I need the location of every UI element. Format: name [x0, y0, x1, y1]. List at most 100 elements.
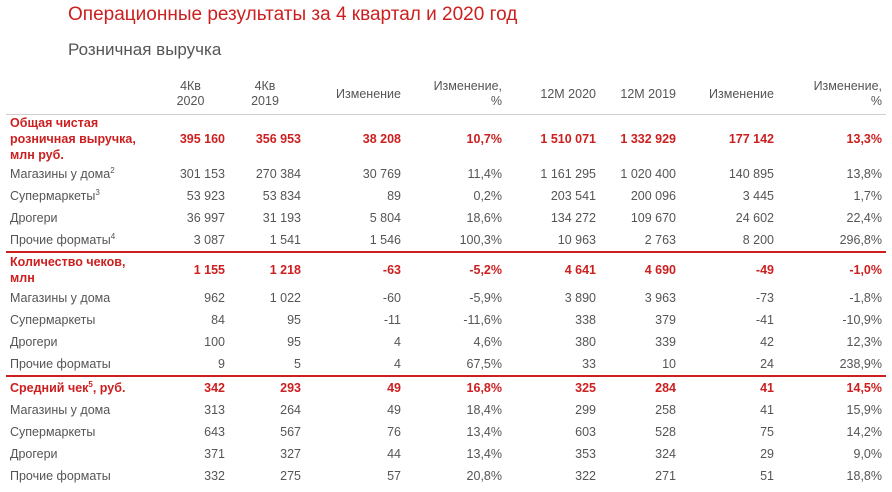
cell-value: 89	[387, 189, 401, 203]
cell-value: 3 890	[564, 291, 596, 305]
cell-value: 339	[655, 335, 676, 349]
cell-value: 12,3%	[846, 335, 882, 349]
cell-value: 342	[156, 375, 229, 399]
cell-value: 270 384	[255, 167, 301, 181]
cell-value: 75	[760, 425, 774, 439]
cell-value: 3 445	[742, 189, 774, 203]
cell-value: -5,2%	[405, 251, 506, 287]
cell-value: 395 160	[179, 132, 225, 146]
cell-value: 95	[287, 313, 301, 327]
cell-value: 4	[394, 335, 401, 349]
cell-value: 528	[655, 425, 676, 439]
cell-value: 14,2%	[846, 425, 882, 439]
cell-value: 296,8%	[839, 233, 882, 247]
col-header-change-pct-q: Изменение,%	[405, 74, 506, 115]
cell-value: -1,8%	[849, 291, 882, 305]
cell-value: -11	[383, 313, 401, 327]
cell-value: 10	[662, 357, 676, 371]
row-label: Магазины у дома	[10, 291, 111, 305]
cell-value: 15,9%	[846, 403, 882, 417]
row-label: Общая чистая розничная выручка, млн руб.	[10, 116, 136, 162]
table-row: Прочие форматы4 3 087 1 541 1 546 100,3%…	[6, 229, 886, 252]
header-row: 4Кв 2020 4Кв 2019 Изменение Изменение,% 12…	[6, 74, 886, 115]
col-header-q4-2020: 4Кв 2020	[156, 74, 229, 115]
cell-value: 53 834	[262, 189, 301, 203]
cell-value: 379	[655, 313, 676, 327]
cell-value: 10,7%	[466, 132, 502, 146]
col-header-q4-2019: 4Кв 2019	[229, 74, 305, 115]
header-empty	[6, 74, 156, 115]
cell-value: 271	[655, 469, 676, 483]
cell-value: 51	[760, 469, 774, 483]
cell-value: 1 510 071	[540, 132, 596, 146]
row-label: Супермаркеты3	[10, 187, 100, 203]
cell-value: 29	[760, 447, 774, 461]
cell-value: 10 963	[557, 233, 596, 247]
cell-value: 16,8%	[405, 375, 506, 399]
results-table: 4Кв 2020 4Кв 2019 Изменение Изменение,% 12…	[6, 74, 886, 487]
cell-value: 49	[305, 375, 405, 399]
cell-value: 109 670	[630, 211, 676, 225]
cell-value: 9,0%	[853, 447, 883, 461]
cell-value: 3 087	[193, 233, 225, 247]
cell-value: 100,3%	[459, 233, 502, 247]
cell-value: 8 200	[742, 233, 774, 247]
page-subtitle: Розничная выручка	[68, 40, 222, 59]
cell-value: 4,6%	[473, 335, 503, 349]
cell-value: 4 641	[506, 251, 600, 287]
cell-value: 31 193	[262, 211, 301, 225]
cell-value: 30 769	[362, 167, 401, 181]
cell-value: -11,6%	[463, 313, 502, 327]
cell-value: 325	[506, 375, 600, 399]
cell-value: 332	[204, 469, 225, 483]
cell-value: 338	[575, 313, 596, 327]
cell-value: 134 272	[550, 211, 596, 225]
cell-value: -5,9%	[469, 291, 502, 305]
table-row: Супермаркеты 84 95 -11 -11,6% 338 379 -4…	[6, 309, 886, 331]
cell-value: -60	[382, 291, 401, 305]
section-header-row: Общая чистая розничная выручка, млн руб.…	[6, 115, 886, 164]
cell-value: 33	[582, 357, 596, 371]
cell-value: -63	[305, 251, 405, 287]
table-row: Магазины у дома 313 264 49 18,4% 299 258…	[6, 399, 886, 421]
section-header-row: Количество чеков, млн 1 155 1 218 -63 -5…	[6, 251, 886, 287]
table-row: Прочие форматы 9 5 4 67,5% 33 10 24 238,…	[6, 353, 886, 376]
cell-value: 49	[387, 403, 401, 417]
cell-value: 275	[280, 469, 301, 483]
row-label: Магазины у дома2	[10, 165, 115, 181]
col-header-change-pct-y: Изменение,%	[778, 74, 886, 115]
cell-value: 140 895	[728, 167, 774, 181]
cell-value: 95	[287, 335, 301, 349]
cell-value: 293	[229, 375, 305, 399]
cell-value: 1 546	[369, 233, 401, 247]
cell-value: 1,7%	[853, 189, 883, 203]
cell-value: 299	[575, 403, 596, 417]
cell-value: 284	[600, 375, 680, 399]
cell-value: 57	[387, 469, 401, 483]
cell-value: 42	[760, 335, 774, 349]
row-label: Дрогери	[10, 211, 58, 225]
col-header-change-y: Изменение	[680, 74, 778, 115]
cell-value: 24 602	[735, 211, 774, 225]
cell-value: 0,2%	[473, 189, 503, 203]
row-label: Дрогери	[10, 335, 58, 349]
col-header-12m-2020: 12M 2020	[506, 74, 600, 115]
cell-value: -49	[680, 251, 778, 287]
cell-value: 1 541	[269, 233, 301, 247]
cell-value: 603	[575, 425, 596, 439]
cell-value: 1 022	[269, 291, 301, 305]
cell-value: 962	[204, 291, 225, 305]
cell-value: 567	[280, 425, 301, 439]
cell-value: 13,4%	[466, 447, 502, 461]
cell-value: 1 020 400	[620, 167, 676, 181]
cell-value: 13,3%	[846, 132, 882, 146]
col-header-12m-2019: 12M 2019	[600, 74, 680, 115]
cell-value: 1 161 295	[540, 167, 596, 181]
cell-value: 238,9%	[839, 357, 882, 371]
cell-value: 24	[760, 357, 774, 371]
cell-value: 41	[680, 375, 778, 399]
cell-value: 324	[655, 447, 676, 461]
cell-value: 36 997	[186, 211, 225, 225]
cell-value: 44	[387, 447, 401, 461]
table-row: Магазины у дома 962 1 022 -60 -5,9% 3 89…	[6, 287, 886, 309]
